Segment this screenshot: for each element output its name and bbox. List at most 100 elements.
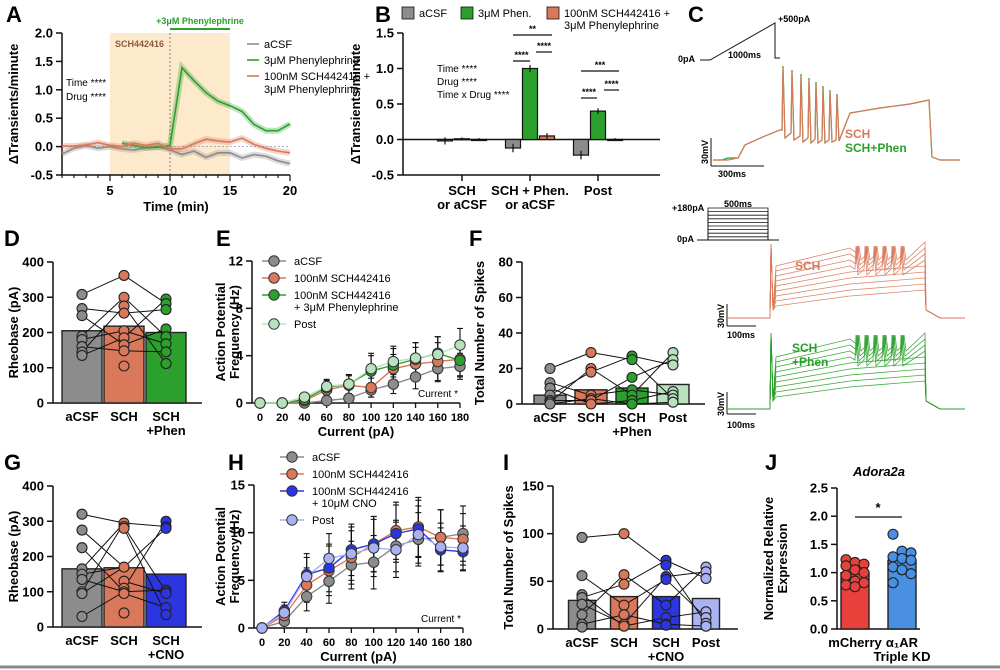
data-point (858, 577, 870, 589)
data-point-post_green (343, 378, 355, 390)
data-point (118, 307, 130, 319)
paired-line (123, 593, 167, 609)
paired-line (549, 352, 592, 369)
chart-title: Adora2a (852, 464, 905, 479)
x-tick-label: 40 (298, 412, 310, 424)
data-point (76, 310, 88, 322)
data-point (849, 581, 861, 593)
paired-line (581, 533, 625, 538)
shade-label: SCH442416 (115, 39, 164, 49)
data-point (76, 542, 88, 554)
sch-trace-label: SCH (795, 259, 820, 273)
data-point (618, 609, 630, 621)
data-point (840, 569, 852, 581)
y-tick-label: 200 (22, 325, 44, 340)
paired-line (81, 547, 125, 593)
y-axis-label: Rheobase (pA) (6, 287, 21, 379)
data-point (576, 570, 588, 582)
y-tick-label: 1.0 (35, 82, 53, 97)
x-tick-label: 20 (276, 412, 288, 424)
paired-line (631, 355, 674, 366)
paired-line (81, 513, 125, 524)
series-line-post_green (260, 344, 461, 404)
data-point (840, 579, 852, 591)
paired-line (81, 308, 125, 314)
paired-line (123, 528, 167, 615)
data-point-post_blue (434, 541, 447, 553)
data-point (76, 610, 88, 622)
x-tick-label: 140 (409, 637, 427, 649)
significance-label: **** (537, 41, 552, 51)
legend-sch: SCH (845, 127, 870, 141)
paired-line (631, 352, 674, 396)
x-tick-label: 160 (429, 412, 447, 424)
paired-line (81, 566, 125, 594)
paired-line (549, 371, 592, 396)
y-tick-label: 150 (522, 479, 544, 494)
data-point-post_green (254, 397, 266, 409)
stats-annotation: Drug **** (437, 77, 477, 88)
data-point-acsf (300, 590, 313, 603)
x-tick-label: SCH (110, 409, 137, 424)
step-trace (728, 332, 965, 410)
stats-annotation: Current * (418, 389, 458, 400)
paired-line (81, 591, 125, 617)
y-tick-label: 0.0 (810, 622, 828, 637)
step-trace (728, 332, 965, 410)
x-tick-label: aCSF (65, 633, 98, 648)
data-point-post_blue (345, 547, 358, 560)
x-tick-label: SCH (577, 410, 604, 425)
y-tick-label: 8 (236, 301, 243, 316)
x-tick-label: 140 (406, 412, 424, 424)
x-tick-label: 180 (451, 412, 469, 424)
paired-line (81, 522, 125, 570)
data-point (896, 564, 908, 576)
paired-line (590, 398, 633, 405)
x-axis-label: Current (pA) (320, 649, 397, 664)
step-duration-label: 500ms (724, 199, 752, 209)
data-point-acsf (343, 392, 355, 404)
data-point-post_green (298, 391, 311, 403)
stats-annotation: Time x Drug **** (437, 90, 510, 101)
paired-line (81, 566, 125, 575)
legend-label: + 3μM Phenylephrine (294, 302, 398, 314)
data-point (576, 531, 588, 544)
legend-marker (268, 255, 280, 267)
paired-line (549, 398, 592, 405)
data-point (76, 349, 88, 361)
paired-line (590, 355, 633, 373)
y-tick-label: 4 (236, 348, 244, 363)
y-axis-label: Total Number of Spikes (472, 261, 487, 405)
paired-line (123, 526, 167, 593)
x-tick-label: 120 (387, 637, 405, 649)
paired-line (81, 346, 125, 352)
data-point (118, 345, 130, 357)
step-trace (728, 332, 965, 410)
data-point (618, 620, 630, 632)
paired-line (665, 559, 707, 579)
x-tick-label: 20 (278, 637, 290, 649)
y-tick-label: 0 (236, 396, 243, 411)
y-tick-label: 40 (499, 326, 513, 341)
legend-marker (286, 514, 298, 526)
x-tick-label: 100 (362, 412, 380, 424)
y-tick-label: 0.5 (35, 111, 53, 126)
data-point-post_green (454, 339, 466, 351)
x-tick-label: aCSF (65, 409, 98, 424)
legend-label: 3μM Phenylephrine (264, 84, 359, 96)
y-tick-label: 50 (530, 574, 544, 589)
significance-label: *** (595, 60, 606, 70)
y-tick-label: 80 (499, 255, 513, 270)
data-point (887, 577, 899, 589)
data-point (660, 559, 672, 571)
data-point (858, 567, 870, 579)
phenylephrine-label: +3μM Phenylephrine (156, 16, 244, 26)
paired-line (581, 574, 625, 616)
x-tick-label: 0 (259, 637, 265, 649)
data-point (660, 573, 672, 585)
scale-time-label: 300ms (718, 169, 746, 179)
data-point (160, 587, 172, 600)
step-trace (728, 332, 965, 410)
data-point (618, 569, 630, 581)
